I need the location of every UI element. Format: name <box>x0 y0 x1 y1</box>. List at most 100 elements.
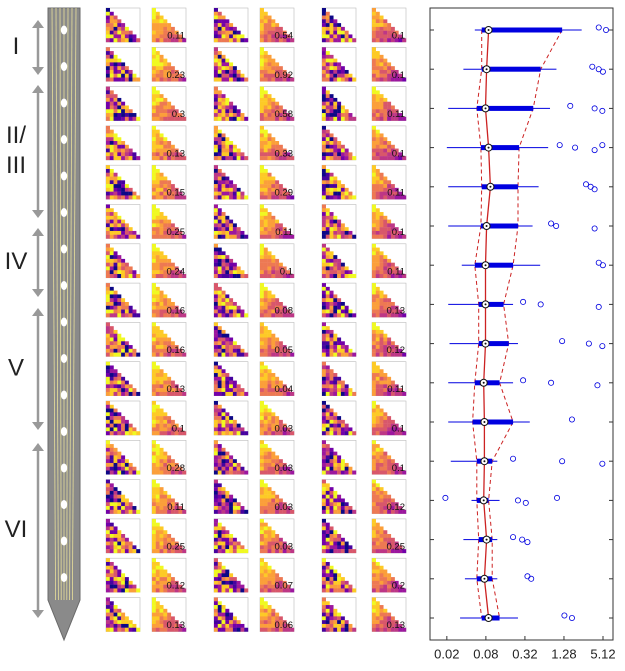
matrix-cell <box>387 348 392 353</box>
matrix-cell <box>325 416 330 421</box>
matrix-panel <box>321 86 357 121</box>
matrix-cell <box>214 455 218 460</box>
matrix-cell <box>271 530 276 535</box>
matrix-cell <box>260 337 264 342</box>
matrix-cell <box>170 234 175 239</box>
matrix-cell <box>344 462 349 467</box>
matrix-cell <box>109 498 114 503</box>
matrix-cell <box>282 113 287 118</box>
matrix-cell <box>286 152 291 157</box>
matrix-cell <box>337 152 342 157</box>
matrix-cell <box>155 262 160 267</box>
matrix-cell <box>225 270 230 275</box>
matrix-cell <box>372 251 376 256</box>
matrix-cell <box>159 69 164 74</box>
matrix-cell <box>263 113 268 118</box>
matrix-cell <box>325 487 330 492</box>
matrix-cell <box>260 187 264 192</box>
matrix-cell <box>275 305 280 310</box>
matrix-cell <box>217 526 222 531</box>
matrix-cell <box>170 191 175 196</box>
matrix-cell <box>390 352 395 357</box>
matrix-cell <box>275 537 280 542</box>
matrix-cell <box>113 19 118 24</box>
matrix-cell <box>106 605 110 610</box>
matrix-cell <box>121 627 126 632</box>
matrix-cell <box>236 313 241 318</box>
matrix-panel: 0.13 <box>151 361 187 397</box>
matrix-cell <box>214 15 218 20</box>
matrix-cell <box>344 274 349 278</box>
matrix-cell <box>155 470 160 475</box>
matrix-cell <box>121 345 126 350</box>
matrix-cell <box>275 380 280 385</box>
matrix-cell <box>375 588 380 593</box>
matrix-cell <box>379 447 384 452</box>
matrix-cell <box>214 270 218 275</box>
matrix-cell <box>383 191 388 196</box>
matrix-cell <box>390 309 395 314</box>
matrix-cell <box>170 466 175 471</box>
matrix-cell <box>229 348 234 353</box>
matrix-cell <box>117 309 122 314</box>
matrix-cell <box>174 266 179 271</box>
matrix-cell <box>329 416 334 421</box>
matrix-cell <box>340 73 345 78</box>
matrix-cell <box>167 34 172 39</box>
matrix-cell <box>278 34 283 39</box>
matrix-cell <box>275 113 280 118</box>
matrix-cell <box>286 431 291 436</box>
matrix-cell <box>232 77 237 82</box>
matrix-cell <box>113 565 118 570</box>
matrix-cell <box>372 376 376 381</box>
matrix-cell <box>333 301 338 306</box>
matrix-cell <box>267 133 272 138</box>
matrix-cell <box>402 38 407 43</box>
matrix-cell <box>372 266 376 271</box>
matrix-cell <box>163 416 168 421</box>
matrix-cell <box>275 627 280 632</box>
matrix-cell <box>132 470 137 475</box>
matrix-cell <box>260 309 264 314</box>
matrix-cell <box>117 459 122 464</box>
matrix-cell <box>152 191 156 196</box>
matrix-cell <box>155 298 160 303</box>
matrix-cell <box>214 361 218 366</box>
matrix-cell <box>132 195 137 200</box>
matrix-cell <box>240 113 245 118</box>
matrix-cell <box>275 101 280 106</box>
matrix-cell <box>229 498 234 503</box>
matrix-cell <box>278 116 283 121</box>
matrix-cell <box>163 301 168 306</box>
matrix-cell <box>282 38 287 43</box>
matrix-cell <box>163 62 168 67</box>
matrix-cell <box>329 569 334 574</box>
matrix-cell <box>267 144 272 149</box>
matrix-cell <box>271 270 276 275</box>
matrix-cell <box>402 156 407 161</box>
matrix-cell <box>113 298 118 303</box>
matrix-cell <box>352 627 357 632</box>
matrix-cell <box>286 116 291 121</box>
matrix-cell <box>229 113 234 118</box>
matrix-cell <box>263 234 268 239</box>
matrix-cell <box>337 588 342 593</box>
matrix-cell <box>379 408 384 413</box>
matrix-cell <box>124 313 129 318</box>
matrix-cell <box>152 116 156 121</box>
matrix-cell <box>260 38 264 43</box>
matrix-cell <box>159 73 164 78</box>
matrix-cell <box>387 627 392 632</box>
matrix-value: 0.03 <box>275 424 294 435</box>
matrix-cell <box>394 588 399 593</box>
matrix-cell <box>375 187 380 192</box>
matrix-cell <box>383 431 388 436</box>
matrix-cell <box>152 605 156 610</box>
x-tick-label: 0.32 <box>512 646 537 661</box>
matrix-cell <box>263 483 268 488</box>
matrix-cell <box>221 627 226 632</box>
matrix-cell <box>214 195 218 200</box>
matrix-cell <box>159 416 164 421</box>
matrix-cell <box>170 187 175 192</box>
matrix-cell <box>372 498 376 503</box>
